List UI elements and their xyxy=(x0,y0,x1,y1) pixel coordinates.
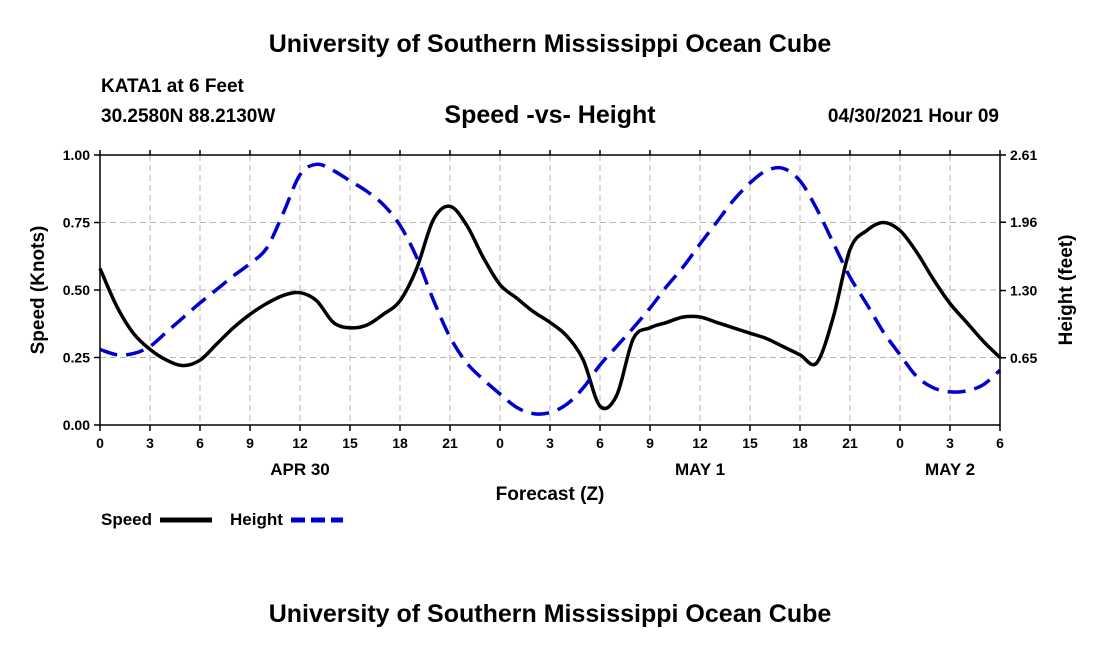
x-tick-label: 0 xyxy=(496,435,504,451)
station-label: KATA1 at 6 Feet xyxy=(101,76,244,97)
tick-labels: 0 3 6 9 12 15 18 21 0 3 6 9 12 15 18 21 0 3 6 0.00 0.25 0.50 0… xyxy=(63,147,1038,479)
coordinates-label: 30.2580N 88.2130W xyxy=(101,106,276,127)
date-label: MAY 2 xyxy=(925,460,975,479)
plot-frame xyxy=(99,154,1001,426)
legend-height-label: Height xyxy=(230,510,283,529)
y-tick-label-left: 0.50 xyxy=(63,282,90,298)
chart-title: University of Southern Mississippi Ocean… xyxy=(268,30,832,58)
x-tick-label: 12 xyxy=(692,435,708,451)
x-tick-label: 6 xyxy=(996,435,1004,451)
date-label: APR 30 xyxy=(270,460,330,479)
x-tick-label: 21 xyxy=(842,435,858,451)
y-tick-label-right: 0.65 xyxy=(1010,350,1037,366)
x-tick-label: 21 xyxy=(442,435,458,451)
x-tick-label: 0 xyxy=(96,435,104,451)
forecast-datetime: 04/30/2021 Hour 09 xyxy=(827,106,999,127)
grid-lines xyxy=(100,155,1000,425)
x-tick-label: 0 xyxy=(896,435,904,451)
x-tick-label: 3 xyxy=(546,435,554,451)
x-tick-label: 12 xyxy=(292,435,308,451)
x-tick-label: 9 xyxy=(646,435,654,451)
x-tick-label: 6 xyxy=(196,435,204,451)
x-tick-label: 18 xyxy=(392,435,408,451)
x-tick-label: 3 xyxy=(146,435,154,451)
y-axis-left-label: Speed (Knots) xyxy=(28,226,49,355)
y-tick-label-right: 2.61 xyxy=(1010,147,1037,163)
axis-ticks xyxy=(94,150,1006,431)
x-tick-label: 15 xyxy=(742,435,758,451)
series-line-height xyxy=(99,162,1002,416)
x-tick-label: 3 xyxy=(946,435,954,451)
y-tick-label-right: 1.96 xyxy=(1010,214,1037,230)
x-tick-label: 9 xyxy=(246,435,254,451)
y-axis-right-label: Height (feet) xyxy=(1056,235,1077,346)
y-tick-label-left: 0.75 xyxy=(63,215,90,231)
footer-title: University of Southern Mississippi Ocean… xyxy=(268,600,832,628)
data-series xyxy=(98,162,1002,416)
series-line-speed xyxy=(98,204,1002,411)
y-tick-label-left: 1.00 xyxy=(63,147,90,163)
date-label: MAY 1 xyxy=(675,460,725,479)
legend: Speed Height xyxy=(101,510,343,529)
chart-subtitle: Speed -vs- Height xyxy=(444,101,656,129)
x-tick-label: 6 xyxy=(596,435,604,451)
x-axis-label: Forecast (Z) xyxy=(496,484,605,505)
x-tick-label: 15 xyxy=(342,435,358,451)
y-tick-label-left: 0.25 xyxy=(63,350,90,366)
x-tick-label: 18 xyxy=(792,435,808,451)
legend-speed-label: Speed xyxy=(101,510,152,529)
y-tick-label-right: 1.30 xyxy=(1010,283,1037,299)
y-tick-label-left: 0.00 xyxy=(63,417,90,433)
